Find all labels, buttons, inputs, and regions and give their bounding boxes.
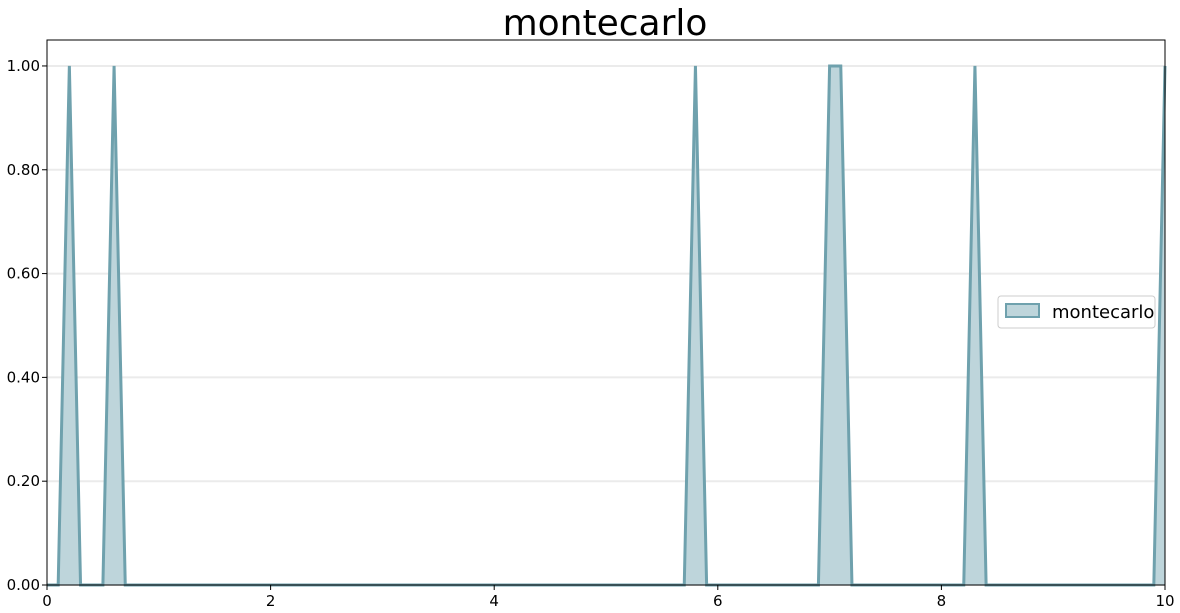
x-tick-label-3: 6 xyxy=(713,592,723,610)
grid-lines xyxy=(47,64,1165,586)
x-axis: 0 2 4 6 8 10 xyxy=(42,585,1175,610)
plot-frame xyxy=(46,39,1166,586)
y-axis: 0.00 0.20 0.40 0.60 0.80 1.00 xyxy=(7,57,47,594)
legend-label: montecarlo xyxy=(1052,302,1154,323)
x-tick-label-5: 10 xyxy=(1155,592,1174,610)
series-area-0 xyxy=(47,65,1165,585)
x-tick-label-0: 0 xyxy=(42,592,52,610)
x-tick-label-2: 4 xyxy=(489,592,499,610)
chart-title: montecarlo xyxy=(503,3,708,44)
y-tick-label-5: 1.00 xyxy=(7,57,40,75)
series-layer xyxy=(47,64,1167,587)
y-tick-label-2: 0.40 xyxy=(7,368,40,386)
series-line-0 xyxy=(47,64,1167,587)
y-tick-label-1: 0.20 xyxy=(7,472,40,490)
y-tick-label-4: 0.80 xyxy=(7,161,40,179)
legend-swatch xyxy=(1005,303,1040,318)
legend: montecarlo xyxy=(997,295,1156,329)
y-tick-label-0: 0.00 xyxy=(7,576,40,594)
x-tick-label-4: 8 xyxy=(937,592,947,610)
x-tick-label-1: 2 xyxy=(266,592,276,610)
y-tick-label-3: 0.60 xyxy=(7,265,40,283)
